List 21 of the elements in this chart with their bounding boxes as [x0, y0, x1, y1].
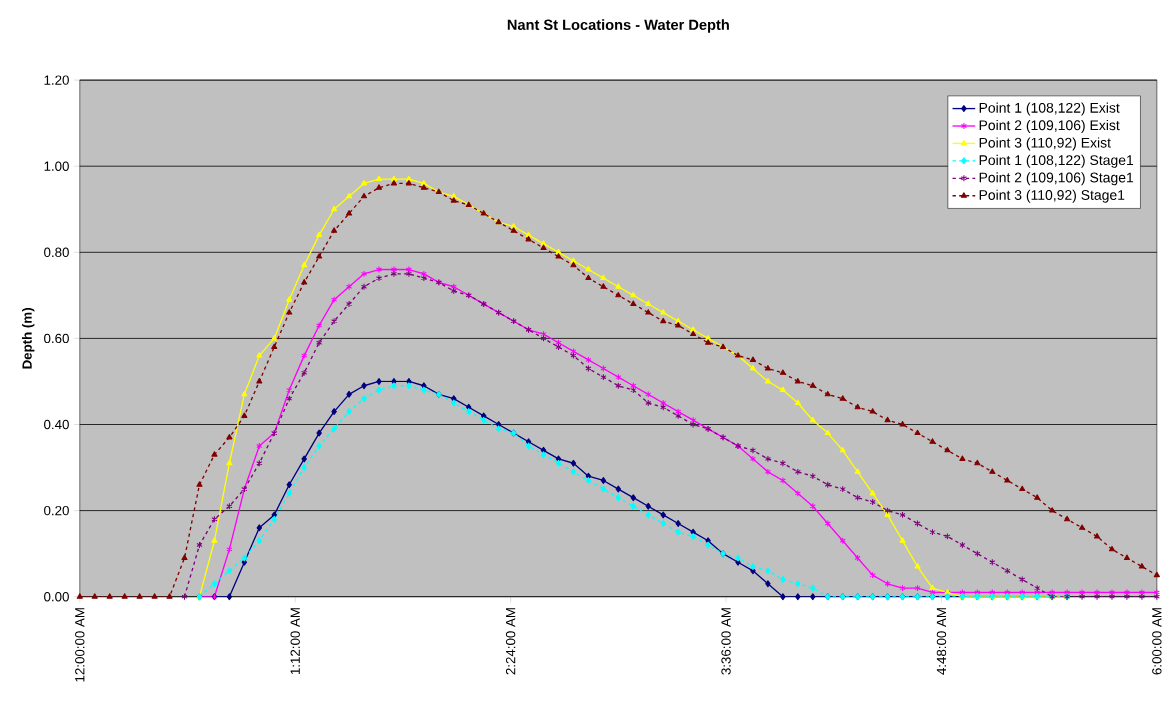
legend-label: Point 3 (110,92) Exist: [979, 137, 1111, 151]
y-tick-label: 0.40: [44, 419, 69, 430]
y-tick-label: 0.00: [44, 591, 69, 602]
y-axis-title: Depth (m): [22, 308, 35, 369]
y-tick-label: 1.00: [44, 161, 69, 171]
x-tick-label: 3:36:00 AM: [721, 608, 731, 675]
x-tick-label: 2:24:00 AM: [505, 608, 516, 675]
y-tick-label: 0.20: [44, 505, 69, 516]
legend-label: Point 2 (109,106) Exist: [979, 119, 1120, 133]
y-tick-label: 1.20: [44, 75, 69, 85]
y-tick-label: 0.80: [44, 247, 69, 257]
legend-label: Point 3 (110,92) Stage1: [979, 189, 1125, 203]
legend-label: Point 1 (108,122) Exist: [979, 102, 1120, 116]
chart-title: Nant St Locations - Water Depth: [507, 19, 729, 33]
legend-label: Point 1 (108,122) Stage1: [979, 154, 1134, 168]
legend-label: Point 2 (109,106) Stage1: [979, 172, 1134, 186]
y-tick-label: 0.60: [44, 333, 69, 344]
x-tick-label: 6:00:00 AM: [1152, 608, 1162, 675]
x-tick-label: 4:48:00 AM: [936, 608, 947, 675]
x-tick-label: 1:12:00 AM: [290, 608, 300, 675]
x-tick-label: 12:00:00 AM: [75, 608, 85, 682]
